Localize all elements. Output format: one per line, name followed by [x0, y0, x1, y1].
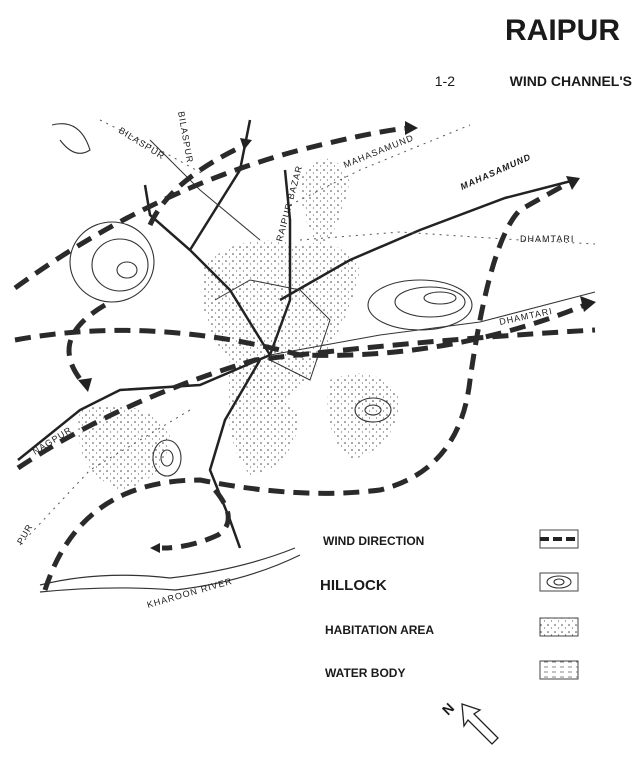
habitation-area: [328, 373, 401, 460]
legend-label: HABITATION AREA: [325, 623, 434, 637]
place-label: BILASPUR: [176, 111, 195, 164]
place-label: DHAMTARI: [498, 306, 553, 327]
place-label: MAHASAMUND: [342, 132, 415, 169]
wind-channel: [162, 490, 228, 548]
wind-arrowhead: [240, 138, 252, 150]
hillock: [92, 239, 148, 291]
place-label: BILASPUR: [117, 125, 167, 161]
wind-arrowhead: [150, 543, 160, 553]
legend-swatch: [540, 618, 578, 636]
wind-arrowhead: [78, 378, 92, 392]
wind-channel: [45, 182, 570, 590]
place-label: PUR: [15, 522, 35, 546]
place-label: KHAROON RIVER: [146, 576, 234, 610]
hillock: [395, 287, 465, 317]
legend-swatch: [554, 579, 564, 585]
hillock: [117, 262, 137, 278]
river-bank: [40, 555, 300, 592]
map-page: RAIPUR 1-2 WIND CHANNEL'S: [0, 0, 637, 759]
hillock: [52, 124, 90, 154]
legend-swatch: [547, 576, 571, 588]
place-label: MAHASAMUND: [459, 152, 533, 192]
north-label: N: [439, 700, 457, 718]
place-label: DHAMTARI: [520, 234, 574, 244]
north-arrow: N: [439, 700, 498, 744]
wind-channel: [69, 305, 105, 385]
river: [40, 548, 300, 592]
legend-label: WATER BODY: [325, 666, 405, 680]
hillock: [424, 292, 456, 304]
legend-swatch: [540, 661, 578, 679]
legend-label: WIND DIRECTION: [323, 534, 424, 548]
legend: WIND DIRECTION HILLOCK HABITATION AREA W…: [320, 530, 578, 680]
habitation-area: [78, 406, 170, 491]
figure-number: 1-2: [435, 73, 455, 89]
title: RAIPUR: [505, 14, 620, 47]
wind-arrowhead: [580, 296, 596, 312]
habitation-areas: [78, 159, 400, 490]
legend-label: HILLOCK: [320, 577, 387, 594]
north-arrow-shape: [462, 704, 498, 744]
subtitle: WIND CHANNEL'S: [510, 73, 632, 89]
river-bank: [40, 548, 295, 585]
